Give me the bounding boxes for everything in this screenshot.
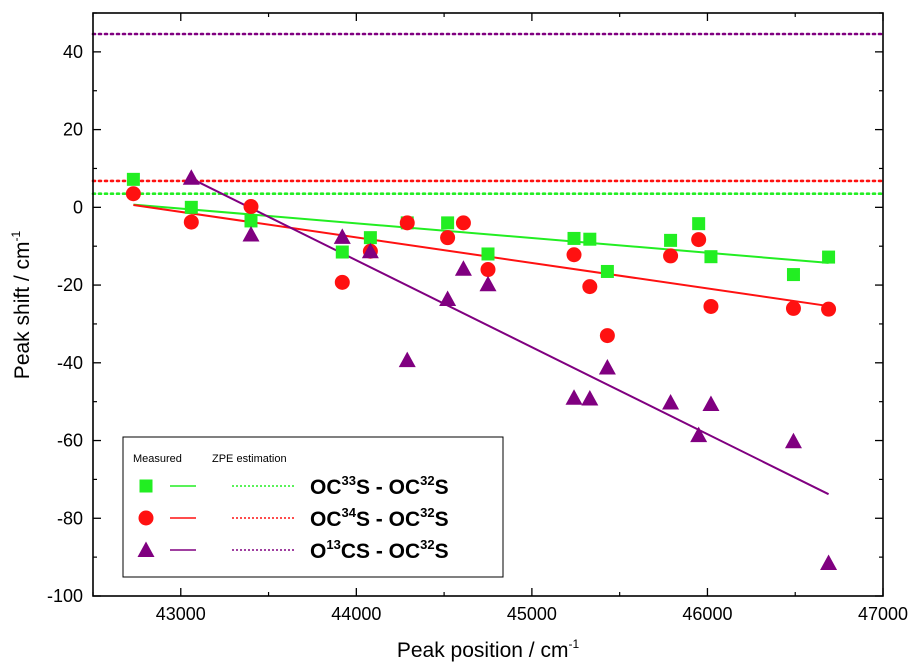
plot-frame	[92, 12, 884, 597]
series-3-point-5	[398, 351, 416, 368]
series-3-point-16	[820, 554, 838, 570]
series-2-point-10	[566, 247, 582, 263]
y-tick-label: 0	[73, 197, 83, 217]
series-1-point-16	[822, 250, 836, 264]
x-axis-label: Peak position / cm-1	[397, 637, 580, 662]
series-1-point-15	[786, 268, 800, 282]
data-markers	[125, 169, 838, 570]
series-1-point-13	[692, 217, 706, 231]
x-tick-label: 47000	[858, 604, 908, 624]
legend-marker-3	[137, 541, 155, 557]
series-3-point-10	[581, 390, 599, 406]
legend-label-1: OC33S - OC32S	[310, 473, 449, 499]
series-3-point-2	[242, 226, 260, 242]
series-3-point-1	[182, 169, 200, 185]
series-2-point-7	[440, 230, 456, 246]
legend-marker-1	[139, 479, 153, 493]
series-3-point-14	[702, 395, 720, 411]
series-3-point-9	[565, 389, 583, 405]
series-3-point-6	[439, 290, 457, 307]
legend-measured-header: Measured	[133, 453, 182, 465]
legend: Measured ZPE estimation OC33S - OC32SOC3…	[122, 436, 504, 578]
y-tick-label: -20	[57, 275, 83, 295]
series-2-point-1	[125, 186, 141, 202]
series-3-point-8	[479, 275, 497, 292]
series-1-point-14	[704, 250, 718, 264]
legend-marker-2	[138, 510, 154, 526]
x-tick-label: 44000	[331, 604, 381, 624]
axis-ticks: 43000 44000 45000 46000 47000 -100 -80 -60 -40 -2…	[47, 12, 908, 624]
series-1-point-2	[184, 200, 198, 214]
y-tick-label: -40	[57, 353, 83, 373]
series-3-point-12	[662, 393, 680, 410]
series-2-point-3	[243, 199, 259, 215]
series-2-point-8	[455, 215, 471, 231]
x-tick-label: 46000	[682, 604, 732, 624]
series-1-point-1	[126, 172, 140, 186]
series-1-point-10	[583, 232, 597, 246]
zpe-lines	[91, 32, 885, 196]
y-tick-label: -100	[47, 586, 83, 606]
legend-entries: OC33S - OC32S OC34S - OC32S O13CS - OC32S	[137, 473, 449, 563]
y-axis-label: Peak shift / cm-1	[9, 230, 34, 379]
series-3-point-15	[784, 432, 802, 449]
series-3-point-11	[598, 358, 616, 375]
series-2-point-11	[582, 279, 598, 295]
series-1-point-3	[244, 214, 258, 228]
series-2-point-17	[821, 301, 837, 317]
series-3-point-7	[454, 260, 472, 276]
series-1-point-12	[664, 233, 678, 247]
series-2-point-13	[663, 248, 679, 264]
series-1-point-5	[363, 231, 377, 245]
legend-label-3: O13CS - OC32S	[310, 537, 449, 563]
y-tick-label: 20	[63, 120, 83, 140]
y-tick-label: -80	[57, 508, 83, 528]
series-2-point-6	[399, 215, 415, 231]
series-2-point-4	[334, 274, 350, 290]
series-1-point-9	[567, 231, 581, 245]
series-2-point-14	[691, 232, 707, 248]
x-tick-label: 45000	[507, 604, 557, 624]
series-1-point-4	[335, 245, 349, 259]
series-3-point-3	[333, 228, 351, 244]
y-tick-label: -60	[57, 431, 83, 451]
fit-line-3	[190, 177, 830, 496]
series-2-point-12	[599, 328, 615, 344]
series-2-point-15	[703, 298, 719, 314]
series-2-point-16	[785, 300, 801, 316]
x-tick-label: 43000	[156, 604, 206, 624]
legend-zpe-header: ZPE estimation	[212, 453, 287, 465]
series-3-point-13	[690, 426, 708, 443]
series-3-point-4	[361, 242, 379, 259]
series-1-point-8	[481, 247, 495, 261]
legend-label-2: OC34S - OC32S	[310, 505, 449, 531]
series-2-point-2	[183, 214, 199, 230]
legend-box	[122, 436, 504, 578]
series-1-point-11	[600, 264, 614, 278]
y-tick-label: 40	[63, 42, 83, 62]
series-1-point-7	[441, 216, 455, 230]
fit-line-1	[133, 203, 829, 264]
series-2-point-9	[480, 262, 496, 278]
